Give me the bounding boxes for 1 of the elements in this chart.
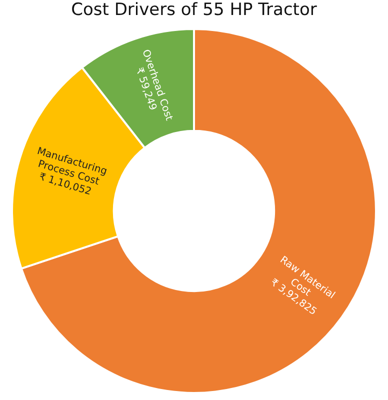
chart-title: Cost Drivers of 55 HP Tractor (70, 0, 318, 22)
